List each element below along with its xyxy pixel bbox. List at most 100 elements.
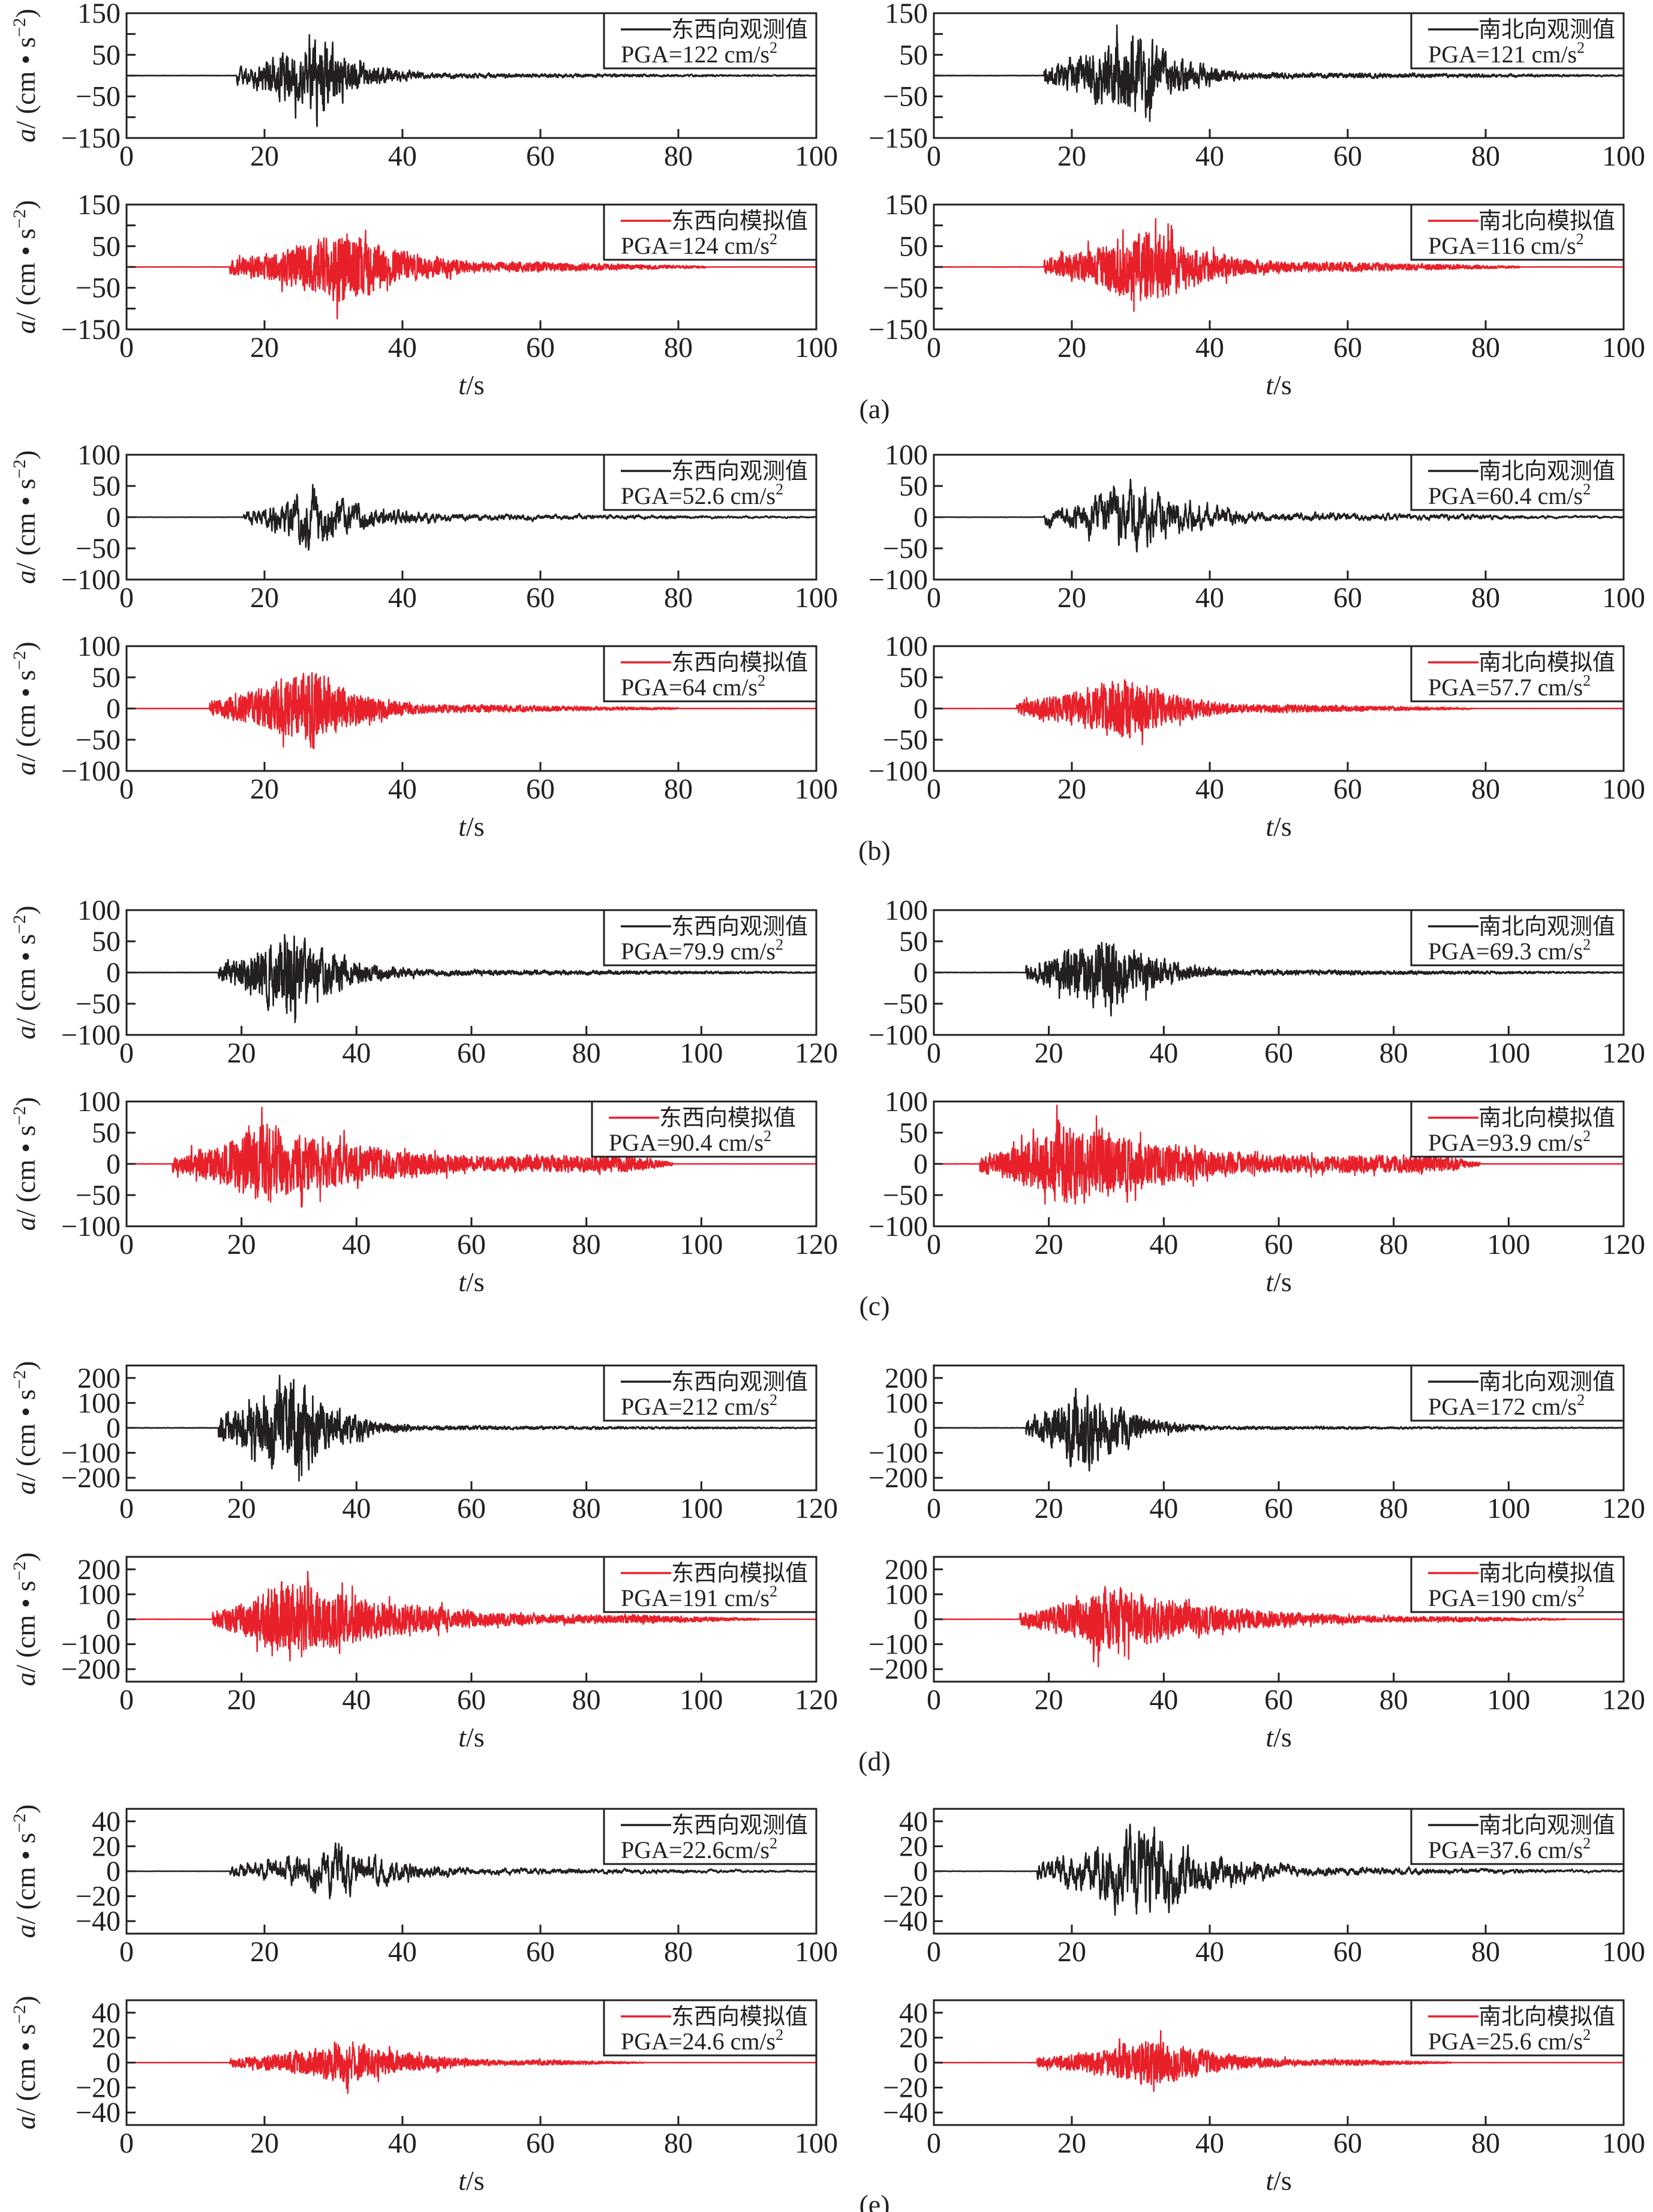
pga-prefix: PGA= (1428, 1129, 1490, 1156)
pga-unit-exponent: 2 (1577, 1391, 1585, 1409)
x-tick-label: 40 (1149, 1037, 1178, 1069)
pga-number: 190 (1490, 1584, 1526, 1611)
y-tick-label: −50 (883, 724, 928, 756)
y-tick-label: 50 (899, 1117, 928, 1149)
x-tick-label: 0 (927, 1936, 941, 1968)
x-axis-label-symbol: t (458, 1266, 467, 1297)
y-axis-label-close: ) (10, 905, 41, 914)
y-tick-label: −50 (76, 1179, 121, 1211)
y-tick-label: −50 (883, 272, 928, 304)
x-tick-label: 80 (664, 773, 693, 805)
x-tick-label: 120 (795, 1037, 838, 1069)
pga-value-text: PGA=212 cm/s2 (621, 1391, 777, 1420)
x-tick-label: 60 (1333, 140, 1362, 172)
x-tick-label: 80 (1379, 1493, 1408, 1524)
legend-box (591, 1100, 818, 1158)
x-axis-label: t/s (1266, 811, 1291, 842)
y-tick-label: −150 (868, 314, 928, 346)
x-tick-label: 100 (795, 140, 838, 172)
x-tick-label: 100 (1602, 1936, 1645, 1968)
x-tick-label: 60 (1333, 582, 1362, 614)
panel-group-label: (d) (858, 1746, 891, 1776)
y-tick-label: −100 (868, 1211, 928, 1242)
pga-unit-exponent: 2 (770, 1583, 777, 1600)
x-tick-label: 40 (388, 140, 417, 172)
y-tick-label: 100 (885, 1578, 928, 1610)
pga-unit: cm/s (731, 482, 776, 509)
y-axis-label-unit: / (cm • s (10, 479, 41, 571)
y-axis-label-close: ) (10, 1804, 41, 1813)
x-tick-label: 20 (250, 332, 279, 364)
x-tick-label: 60 (526, 2127, 555, 2159)
legend-box (603, 1999, 818, 2057)
pga-prefix: PGA= (621, 1393, 683, 1420)
x-tick-label: 100 (795, 2127, 838, 2159)
x-tick-label: 80 (1471, 140, 1500, 172)
observed-waveform-line (933, 24, 1624, 122)
simulated-waveform-line (126, 1106, 817, 1208)
pga-unit-exponent: 2 (770, 39, 777, 56)
pga-unit-exponent: 2 (770, 1835, 777, 1852)
x-axis-label: t/s (1266, 370, 1291, 400)
y-tick-label: 100 (77, 895, 121, 926)
legend-series-label: 东西向观测值 (671, 1812, 808, 1838)
x-tick-label: 60 (1333, 332, 1362, 364)
legend-box (1410, 203, 1625, 261)
pga-unit: cm/s (1538, 1129, 1583, 1156)
y-axis-label-unit: / (cm • s (10, 2024, 41, 2116)
legend-box (603, 1556, 818, 1613)
x-axis-label: t/s (458, 370, 484, 400)
y-tick-label: −40 (76, 2097, 121, 2129)
pga-unit-exponent: 2 (1576, 230, 1584, 248)
pga-unit: cm/s (1531, 232, 1576, 259)
x-tick-label: 40 (1149, 1493, 1178, 1524)
y-tick-label: 50 (92, 470, 121, 502)
legend-series-label: 南北向观测值 (1478, 1812, 1615, 1838)
y-axis-label-unit: / (cm • s (10, 37, 41, 129)
x-tick-label: 60 (1264, 1229, 1293, 1260)
panel-group-label: (c) (859, 1290, 889, 1321)
legend-series-label: 南北向模拟值 (1478, 1105, 1615, 1131)
x-tick-label: 100 (1602, 332, 1645, 364)
x-axis-label: t/s (1266, 2165, 1291, 2196)
panel-group-label: (a) (859, 394, 889, 424)
x-tick-label: 20 (227, 1493, 256, 1524)
x-tick-label: 20 (1057, 1936, 1086, 1968)
legend-series-label: 东西向模拟值 (671, 2003, 808, 2030)
x-tick-label: 60 (457, 1684, 486, 1716)
x-axis-label-symbol: t (1266, 370, 1274, 400)
observed-waveform-line (933, 1388, 1624, 1472)
x-tick-label: 20 (1035, 1229, 1063, 1260)
legend-box (1410, 454, 1625, 511)
pga-number: 93.9 (1490, 1129, 1532, 1156)
x-tick-label: 100 (795, 582, 838, 614)
y-tick-label: 100 (77, 1387, 121, 1419)
y-tick-label: 0 (106, 502, 121, 533)
x-tick-label: 20 (1057, 2127, 1086, 2159)
y-tick-label: −50 (76, 272, 121, 304)
x-tick-label: 100 (795, 773, 838, 805)
y-tick-label: −50 (883, 533, 928, 565)
y-axis-label-unit: / (cm • s (10, 1833, 41, 1925)
x-tick-label: 40 (342, 1037, 371, 1069)
pga-prefix: PGA= (1428, 482, 1490, 509)
y-axis-label-close: ) (10, 641, 41, 650)
y-tick-label: −40 (883, 1905, 928, 1937)
legend-series-label: 南北向观测值 (1478, 458, 1615, 484)
pga-prefix: PGA= (621, 232, 683, 259)
x-tick-label: 100 (1602, 773, 1645, 805)
y-tick-label: 20 (92, 1830, 121, 1862)
y-tick-label: 50 (899, 39, 928, 71)
y-tick-label: 200 (77, 1554, 121, 1586)
pga-number: 116 (1490, 232, 1525, 259)
x-tick-label: 100 (795, 332, 838, 364)
pga-value-text: PGA=116 cm/s2 (1428, 230, 1584, 259)
pga-number: 191 (683, 1584, 719, 1611)
